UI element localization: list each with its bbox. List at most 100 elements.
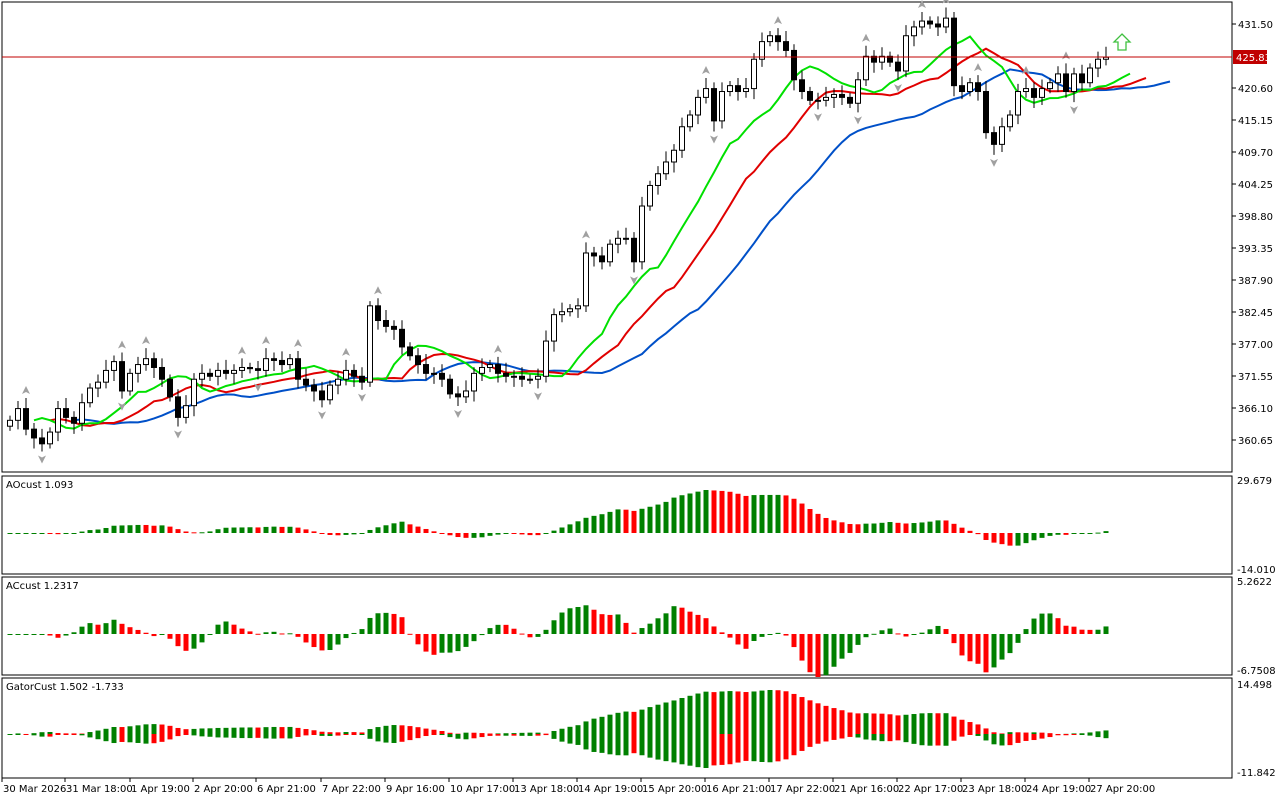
gator-lower-bar [1039, 734, 1045, 739]
candle [63, 398, 69, 424]
ac-bar [735, 634, 741, 645]
gator-upper-bar [567, 726, 573, 734]
gator-lower-bar [247, 734, 253, 739]
gator-pane-frame [1, 677, 1233, 779]
candle [567, 304, 573, 317]
gator-lower-bar [95, 734, 101, 740]
ac-bar [15, 634, 21, 635]
ao-bar [95, 529, 101, 533]
candle [111, 355, 117, 381]
candle [903, 25, 909, 78]
gator-lower-bar [743, 734, 749, 761]
gator-lower-bar [327, 734, 333, 736]
candle [1023, 78, 1029, 98]
gator-upper-bar [207, 728, 213, 734]
candle [399, 320, 405, 355]
candle [519, 367, 525, 387]
gator-upper-bar [375, 727, 381, 734]
candle [7, 415, 13, 431]
gator-upper-bar [959, 719, 965, 734]
ac-bar [279, 633, 285, 635]
candle [447, 374, 453, 399]
gator-lower-bar [479, 734, 485, 738]
fractal-up-marker [22, 386, 30, 395]
ao-bar [167, 526, 173, 533]
ao-bar [15, 533, 21, 534]
candle [55, 400, 61, 442]
gator-upper-bar [831, 708, 837, 734]
candle [943, 7, 949, 34]
ao-bar [791, 498, 797, 533]
ao-bar [1103, 531, 1109, 533]
candle [735, 78, 741, 101]
gator-upper-bar [943, 713, 949, 734]
ac-bar [383, 612, 389, 634]
ao-bar [383, 525, 389, 533]
time-label: 17 Apr 22:00 [770, 784, 835, 795]
gator-lower-bar [767, 734, 773, 763]
ao-bar [303, 529, 309, 533]
candle [591, 246, 597, 267]
price-tick-label: 360.65 [1238, 436, 1273, 447]
gator-lower-bar [1071, 734, 1077, 735]
gator-upper-bar [967, 722, 973, 734]
ao-bar [703, 490, 709, 533]
gator-upper-bar [439, 731, 445, 734]
gator-lower-bar [239, 734, 245, 739]
candle [703, 78, 709, 104]
alligator-lines [33, 35, 1171, 430]
ao-bar [519, 533, 525, 535]
ac-bar [327, 634, 333, 651]
ac-bar [223, 621, 229, 634]
ao-bar [183, 531, 189, 533]
gator-upper-bar [383, 725, 389, 734]
gator-upper-bar [183, 729, 189, 734]
gator-oscillator-pane[interactable]: GatorCust 1.502 -1.733 14.498 -11.842 [1, 677, 1276, 779]
ac-bar [759, 634, 765, 637]
ao-bar [975, 533, 981, 535]
ao-bar [631, 510, 637, 533]
gator-lower-bar [199, 734, 205, 737]
ao-bar [591, 515, 597, 533]
ac-bar [231, 624, 237, 634]
ao-oscillator-pane[interactable]: AOcust 1.093 29.679 -14.010 [1, 475, 1276, 576]
ac-bar [983, 634, 989, 673]
candle [39, 428, 45, 452]
ao-bar [255, 527, 261, 533]
ac-bar [135, 629, 141, 634]
ac-bar [71, 632, 77, 634]
gator-upper-bar [791, 693, 797, 734]
ao-bar [263, 526, 269, 533]
ac-bar [679, 607, 685, 634]
gator-lower-bar [647, 734, 653, 758]
fractal-up-marker [1022, 66, 1030, 75]
fractal-up-marker [918, 0, 926, 8]
ao-bar [911, 523, 917, 533]
gator-lower-bar [255, 734, 261, 738]
gator-lower-bar [511, 734, 517, 736]
ao-bar [759, 494, 765, 533]
candle [695, 89, 701, 125]
gator-lower-bar [423, 734, 429, 737]
gator-lower-bar [887, 734, 893, 742]
gator-lower-bar [223, 734, 229, 738]
gator-upper-bar [999, 733, 1005, 735]
price-tick-label: 420.60 [1238, 84, 1273, 95]
main-price-pane[interactable]: 431.50 420.60 415.15 409.70 404.25 398.80 393.… [1, 0, 1273, 473]
ao-bar [935, 520, 941, 533]
gator-upper-bar [479, 733, 485, 735]
gator-lower-bar [279, 734, 285, 739]
ac-oscillator-pane[interactable]: ACcust 1.2317 5.2622 -6.7508 [1, 576, 1276, 677]
ao-bar [543, 533, 549, 534]
ao-pane-frame [1, 475, 1233, 575]
gator-upper-bar [143, 724, 149, 734]
ao-bar [1079, 533, 1085, 534]
gator-upper-bar [839, 710, 845, 734]
ao-bar [23, 533, 29, 534]
candle [543, 330, 549, 383]
ac-bar [463, 634, 469, 647]
ao-bar [199, 532, 205, 534]
candle [711, 82, 717, 132]
ac-bar [727, 634, 733, 638]
